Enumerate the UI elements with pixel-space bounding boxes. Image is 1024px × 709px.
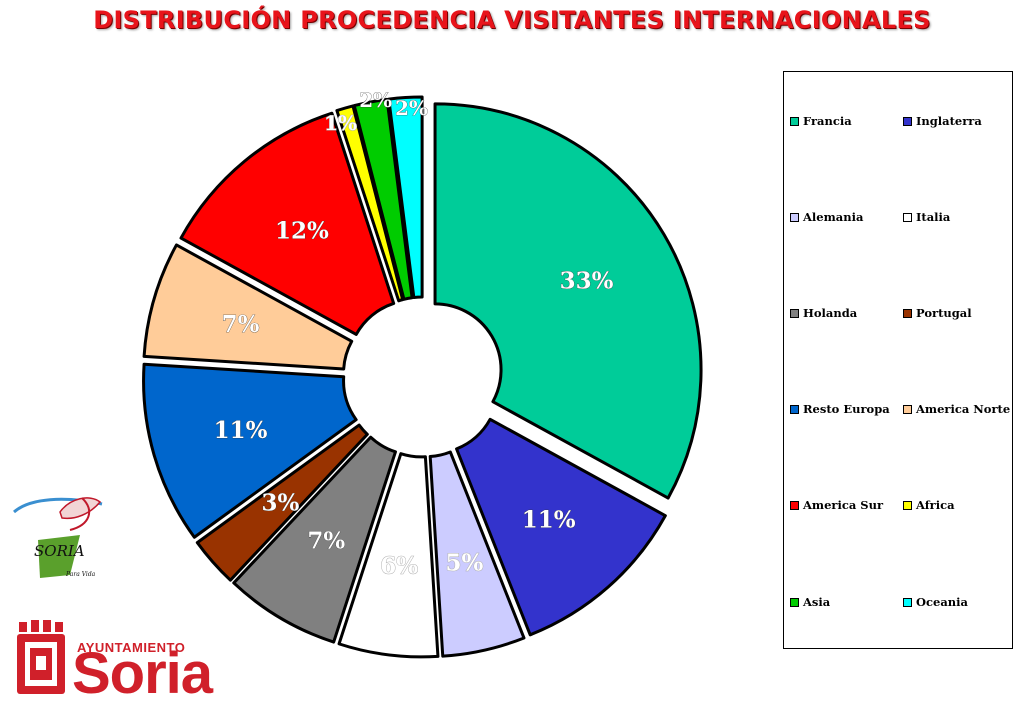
soria-wordmark: Soria: [72, 641, 213, 706]
legend-item-america-norte: America Norte: [903, 402, 1010, 416]
legend-item-resto-europa: Resto Europa: [790, 402, 890, 416]
data-label-africa: 1%: [324, 111, 357, 135]
legend-label: Francia: [803, 114, 852, 128]
legend-swatch: [903, 308, 912, 318]
legend-swatch: [790, 308, 799, 318]
legend-label: Africa: [916, 498, 955, 512]
data-label-inglaterra: 11%: [522, 507, 576, 534]
data-label-italia: 6%: [380, 553, 418, 580]
slice-alemania: [428, 450, 526, 658]
chart-title: DISTRIBUCIÓN PROCEDENCIA VISITANTES INTE…: [93, 6, 931, 34]
data-label-oceania: 2%: [395, 96, 428, 120]
slice-francia: [433, 102, 703, 500]
ayuntamiento-label: AYUNTAMIENTO: [77, 640, 186, 655]
data-label-holanda: 7%: [307, 528, 345, 555]
data-label-alemania: 5%: [446, 549, 484, 576]
legend-label: Portugal: [916, 306, 972, 320]
legend-label: Asia: [803, 595, 831, 609]
data-label-resto-europa: 11%: [214, 417, 268, 444]
soria-logo-tagline: Para Vida: [65, 571, 96, 578]
data-label-america-norte: 7%: [222, 311, 260, 338]
legend-swatch: [790, 212, 799, 222]
legend-item-francia: Francia: [790, 114, 852, 128]
legend-item-asia: Asia: [790, 595, 830, 609]
legend-item-africa: Africa: [903, 498, 955, 512]
legend-item-alemania: Alemania: [790, 210, 863, 224]
legend-swatch: [903, 597, 912, 607]
legend-swatch: [790, 500, 799, 510]
data-label-asia: 2%: [359, 88, 392, 112]
legend-label: Alemania: [803, 210, 864, 224]
doughnut-chart: 33%11%5%6%7%3%11%7%12%1%2% 2%: [142, 88, 703, 659]
soria-logo-text: SORIA: [34, 542, 85, 560]
legend-swatch: [903, 404, 912, 414]
legend-label: America Sur: [803, 498, 884, 512]
slice-asia: [352, 97, 414, 301]
legend-swatch: [903, 500, 912, 510]
legend-label: Inglaterra: [916, 114, 982, 128]
legend-item-america-sur: America Sur: [790, 498, 883, 512]
slice-oceania: [387, 95, 424, 300]
slice-america-sur: [179, 111, 396, 336]
legend-label: Holanda: [803, 306, 858, 320]
data-label-america-sur: 12%: [275, 218, 329, 245]
ayuntamiento-crest-icon: [17, 620, 65, 694]
slice-inglaterra: [455, 417, 667, 637]
legend-item-oceania: Oceania: [903, 595, 968, 609]
legend-swatch: [790, 597, 799, 607]
legend-item-italia: Italia: [903, 210, 950, 224]
slice-resto-europa: [142, 362, 358, 539]
legend-label: Resto Europa: [803, 402, 890, 416]
legend-item-inglaterra: Inglaterra: [903, 114, 982, 128]
legend-label: Oceania: [916, 595, 968, 609]
legend-item-portugal: Portugal: [903, 306, 972, 320]
slice-holanda: [232, 435, 397, 644]
legend-label: Italia: [916, 210, 951, 224]
data-label-portugal: 3%: [262, 490, 300, 517]
data-label-francia: 33%: [560, 267, 614, 294]
legend-swatch: [790, 116, 799, 126]
legend-swatch: [903, 212, 912, 222]
soria-tourism-logo: SORIA Para Vida: [13, 497, 103, 578]
chart-legend: Francia Inglaterra Alemania Italia Holanda Po…: [783, 71, 1013, 649]
slice-america-norte: [142, 243, 354, 371]
slice-portugal: [195, 423, 369, 582]
legend-item-holanda: Holanda: [790, 306, 857, 320]
legend-swatch: [903, 116, 912, 126]
legend-label: America Norte: [916, 402, 1011, 416]
slice-italia: [337, 452, 440, 659]
legend-swatch: [790, 404, 799, 414]
